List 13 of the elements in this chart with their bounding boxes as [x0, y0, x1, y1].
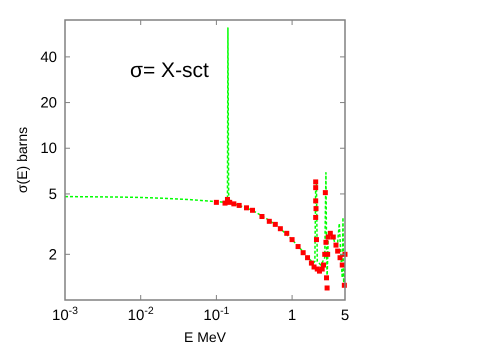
y-tick-label: 40	[40, 48, 57, 66]
x-tick-label: 5	[340, 307, 350, 324]
y-tick-label: 2	[48, 246, 57, 264]
y-tick-label: 10	[40, 140, 57, 158]
annotation: σ= X-sct	[130, 59, 210, 82]
x-tick-label: 10$^{-2}$	[128, 305, 154, 324]
x-axis-title: E MeV	[184, 329, 227, 345]
x-tick-label: 1	[288, 307, 296, 324]
y-axis-title: σ(E) barns	[14, 126, 30, 194]
x-tick-label: 10$^{-1}$	[203, 305, 230, 324]
x-tick-label: 10$^{-3}$	[52, 305, 78, 324]
y-tick-label: 5	[48, 186, 57, 203]
y-tick-label: 20	[40, 94, 57, 112]
